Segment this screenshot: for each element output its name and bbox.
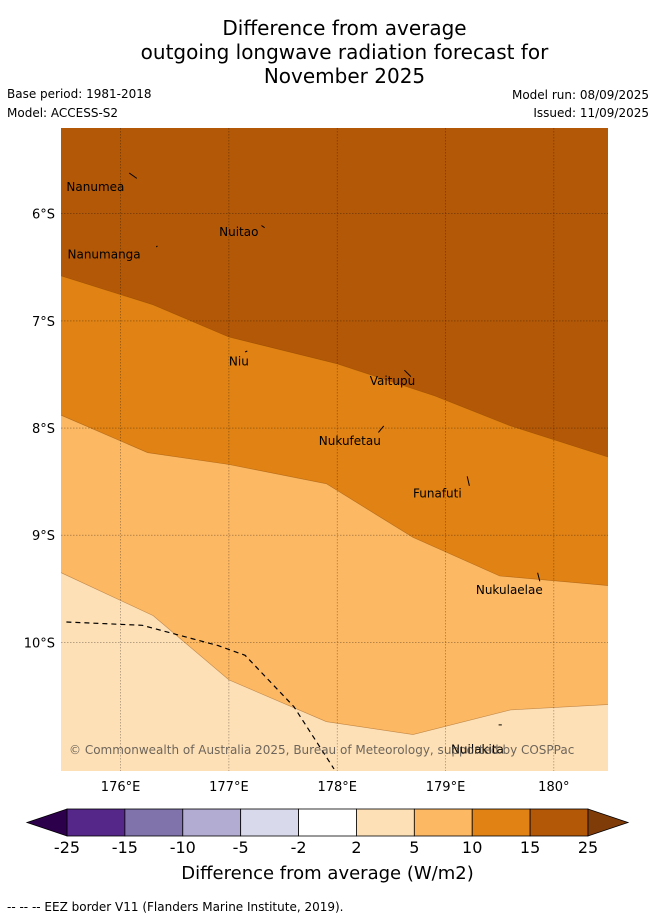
colorbar-title: Difference from average (W/m2) — [181, 863, 474, 884]
eez-border-legend: -- -- -- EEZ border V11 (Flanders Marine… — [7, 900, 344, 914]
band-15-to-25 — [61, 128, 608, 457]
base-period: Base period: 1981-2018 — [7, 87, 152, 101]
colorbar-segment — [471, 808, 531, 837]
place-vaitupu: Vaitupu — [370, 369, 416, 388]
y-tick-label: 8°S — [32, 422, 55, 437]
island-outline — [128, 172, 138, 179]
place-nukulaelae: Nukulaelae — [476, 572, 543, 597]
colorbar-tick-label: -15 — [111, 838, 138, 857]
colorbar-extend-low — [25, 808, 68, 837]
island-outline — [466, 476, 470, 487]
gridlines — [61, 128, 608, 771]
y-tick-label: 10°S — [24, 636, 55, 651]
place-nuitao: Nuitao — [219, 225, 265, 239]
island-outline — [244, 350, 248, 353]
place-label: Funafuti — [413, 486, 462, 500]
island-outline — [155, 245, 158, 248]
place-label: Niu — [229, 355, 249, 369]
island-outline — [537, 572, 541, 582]
place-nanumanga: Nanumanga — [67, 245, 158, 261]
title-line-2: outgoing longwave radiation forecast for — [140, 40, 549, 64]
chart-title: Difference from average outgoing longwav… — [0, 16, 655, 88]
place-label: Nukufetau — [319, 434, 381, 448]
copyright-text: © Commonwealth of Australia 2025, Bureau… — [69, 743, 574, 757]
place-label: Nuitao — [219, 225, 258, 239]
place-nukufetau: Nukufetau — [319, 425, 385, 448]
place-funafuti: Funafuti — [413, 476, 470, 500]
colorbar-tick-label: 5 — [409, 838, 420, 857]
colorbar-segment — [240, 808, 299, 837]
contour-line — [60, 414, 609, 586]
colorbar-tick-label: 2 — [351, 838, 362, 857]
colorbar-tick-label: -10 — [169, 838, 196, 857]
contour-line — [60, 275, 609, 458]
island-outline — [378, 425, 385, 433]
eez-border — [66, 621, 335, 770]
island-outline — [404, 369, 412, 377]
colorbar-segment — [124, 808, 184, 837]
island-outline — [261, 225, 265, 229]
colorbar-tick-label: -25 — [53, 838, 81, 857]
model-run: Model run: 08/09/2025 — [511, 88, 649, 102]
place-label: Vaitupu — [370, 374, 416, 388]
colorbar-segment — [298, 808, 357, 837]
place-label: Nuilakita — [451, 743, 504, 757]
x-tick-label: 176°E — [101, 780, 141, 795]
x-tick-label: 180° — [538, 780, 569, 795]
colorbar-tick-label: 25 — [577, 838, 599, 857]
colorbar-segment — [66, 808, 126, 837]
x-tick-label: 179°E — [426, 780, 466, 795]
model-name: Model: ACCESS-S2 — [7, 106, 119, 120]
colorbar-tick-label: 10 — [462, 838, 483, 857]
colorbar-segment — [182, 808, 242, 837]
colorbar-tick-label: -5 — [232, 838, 249, 857]
title-line-1: Difference from average — [222, 16, 467, 40]
issued-date: Issued: 11/09/2025 — [533, 106, 649, 120]
forecast-map: 176°E 177°E 178°E 179°E 180° 6°S 7°S 8°S 9°S 10°S… — [24, 128, 609, 795]
colorbar-tick-label: -2 — [290, 838, 307, 857]
place-nuilakita: Nuilakita — [451, 724, 504, 757]
colorbar-segment — [356, 808, 415, 837]
colorbar-tick-label: 15 — [519, 838, 541, 857]
place-label: Nanumea — [66, 180, 124, 194]
title-line-3: November 2025 — [263, 64, 426, 88]
place-label: Nanumanga — [67, 247, 140, 261]
place-niu: Niu — [229, 350, 249, 369]
colorbar-segment — [413, 808, 473, 837]
y-tick-label: 9°S — [32, 529, 55, 544]
place-label: Nukulaelae — [476, 583, 543, 597]
y-tick-label: 6°S — [32, 208, 55, 223]
place-nanumea: Nanumea — [66, 172, 138, 194]
x-tick-label: 177°E — [209, 780, 249, 795]
colorbar-segment — [529, 808, 589, 837]
colorbar-extend-high — [587, 808, 630, 837]
contour-line — [60, 572, 609, 735]
x-tick-label: 178°E — [317, 780, 357, 795]
y-tick-label: 7°S — [32, 315, 55, 330]
